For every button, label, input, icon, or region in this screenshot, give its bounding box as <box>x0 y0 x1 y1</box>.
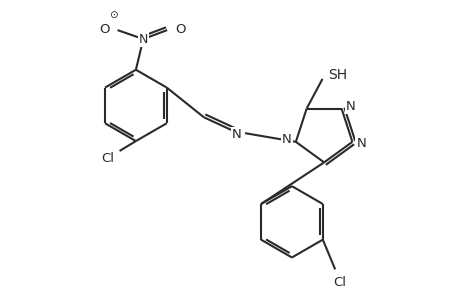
Text: Cl: Cl <box>333 276 346 289</box>
Text: Cl: Cl <box>101 152 114 165</box>
Text: N: N <box>281 134 291 146</box>
Text: N: N <box>345 100 355 113</box>
Text: O: O <box>175 23 185 36</box>
Text: N: N <box>138 32 148 46</box>
Text: ⊙: ⊙ <box>108 10 117 20</box>
Text: O: O <box>99 23 109 36</box>
Text: N: N <box>232 128 241 141</box>
Text: N: N <box>356 137 365 150</box>
Text: SH: SH <box>327 68 346 82</box>
